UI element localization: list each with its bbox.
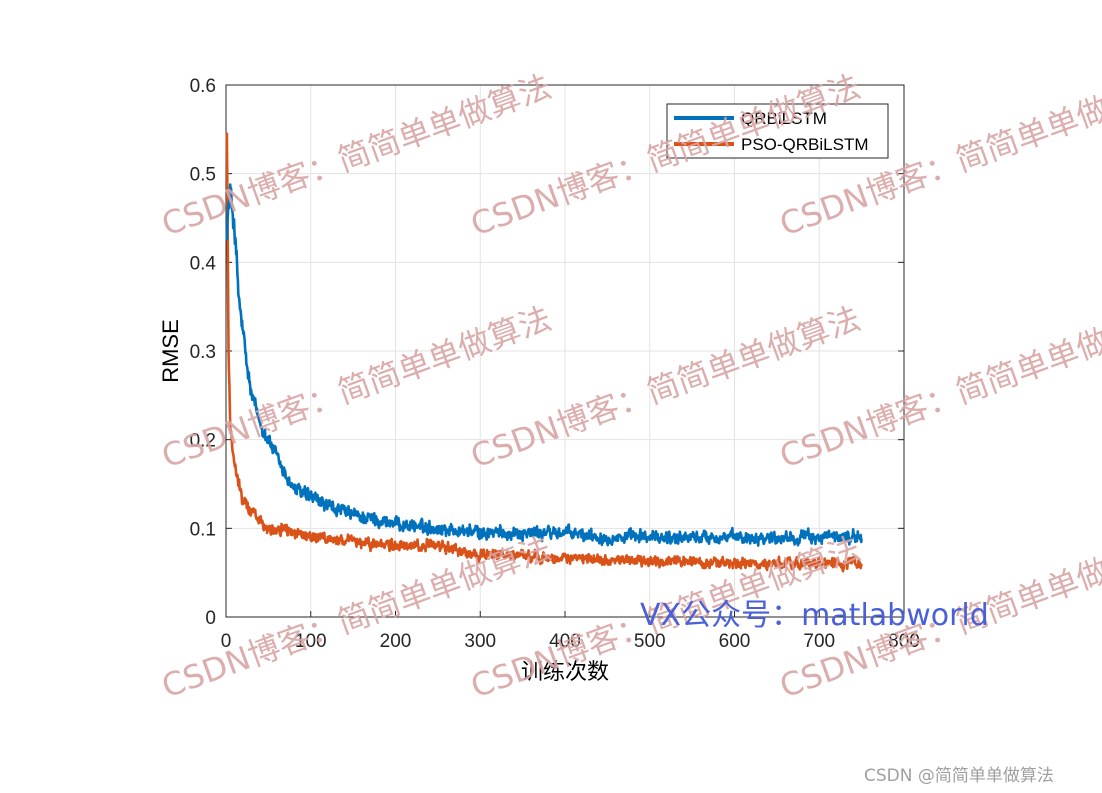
series-line-qrbilstm	[225, 183, 863, 547]
y-tick-label: 0.3	[190, 342, 216, 363]
series-line-pso-qrbilstm	[225, 132, 863, 573]
y-tick-label: 0.6	[190, 76, 216, 97]
x-tick-label: 800	[888, 631, 920, 652]
x-ticks: 0 100 200 300 400 500 600 700 800	[221, 611, 920, 652]
x-tick-label: 600	[719, 631, 751, 652]
x-axis-label: 训练次数	[521, 659, 609, 684]
y-ticks: 0 0.1 0.2 0.3 0.4 0.5 0.6	[190, 76, 904, 629]
legend-label-qrbilstm: QRBiLSTM	[741, 109, 827, 128]
x-tick-label: 300	[464, 631, 496, 652]
legend: QRBiLSTM PSO-QRBiLSTM	[666, 103, 889, 159]
x-tick-label: 100	[295, 631, 327, 652]
y-axis-label: RMSE	[158, 319, 183, 383]
y-tick-label: 0.1	[190, 519, 216, 540]
vx-watermark: VX公众号：matlabworld	[640, 598, 989, 633]
credit-text: CSDN @简简单单做算法	[864, 766, 1054, 786]
y-tick-label: 0.4	[190, 253, 217, 274]
x-tick-label: 200	[380, 631, 412, 652]
x-tick-label: 700	[803, 631, 835, 652]
x-tick-label: 400	[549, 631, 581, 652]
y-tick-label: 0	[205, 608, 216, 629]
legend-box	[666, 103, 889, 159]
legend-label-pso-qrbilstm: PSO-QRBiLSTM	[741, 135, 869, 154]
x-tick-label: 0	[221, 631, 232, 652]
grid	[226, 85, 904, 617]
y-tick-label: 0.2	[190, 431, 216, 452]
y-tick-label: 0.5	[190, 165, 216, 186]
series-layer	[225, 132, 863, 573]
x-tick-label: 500	[634, 631, 666, 652]
